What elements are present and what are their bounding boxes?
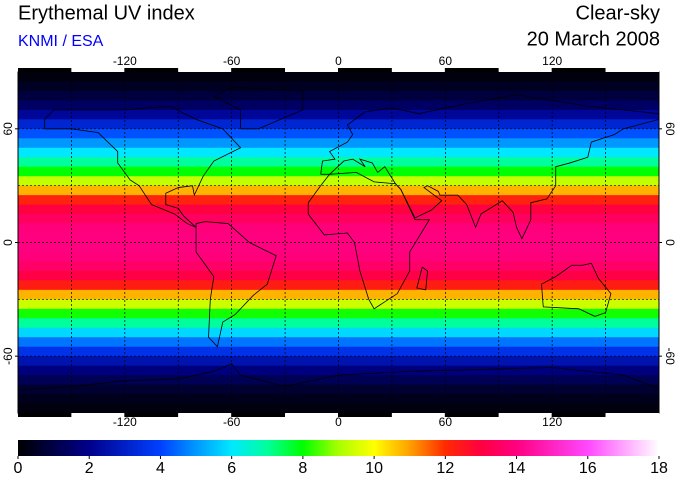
uv-band: [18, 337, 659, 348]
coastline: [320, 94, 660, 240]
uv-band: [18, 90, 659, 102]
lat-label-right: -60: [663, 347, 677, 365]
colorbar: 0 2 4 6 8 10 12 14 16 18: [14, 440, 668, 477]
coastline: [44, 105, 242, 228]
axis-labels: -120 -120 -60 -60 0 0 60 60 120 120 -60 -60 0 0 60 60: [1, 54, 677, 429]
title: Erythemal UV index: [18, 2, 195, 24]
uv-band: [18, 346, 659, 357]
lat-label-right: 60: [663, 122, 677, 136]
coastline: [416, 266, 428, 291]
uv-band: [18, 81, 659, 92]
lon-label-bottom: 120: [542, 415, 562, 429]
uv-band: [18, 166, 659, 177]
date: 20 March 2008: [527, 28, 660, 50]
colorbar-label: 8: [298, 460, 307, 477]
colorbar-label: 10: [365, 460, 383, 477]
uv-band: [18, 185, 659, 196]
coastline: [195, 221, 277, 348]
lon-label-top: 0: [335, 54, 342, 68]
coastline: [307, 171, 431, 310]
uv-band: [18, 270, 659, 281]
uv-band: [18, 109, 659, 120]
colorbar-label: 14: [508, 460, 526, 477]
lon-label-bottom: 60: [439, 415, 453, 429]
lon-label-bottom: -120: [113, 415, 137, 429]
uv-band: [18, 233, 659, 244]
colorbar-label: 18: [650, 460, 668, 477]
graticule: [18, 72, 659, 413]
lon-label-bottom: 0: [335, 415, 342, 429]
lat-label-left: 60: [1, 122, 15, 136]
uv-band: [18, 365, 659, 376]
lat-label-left: -60: [1, 347, 15, 365]
colorbar-label: 4: [156, 460, 165, 477]
lat-label-right: 0: [663, 239, 677, 246]
lat-label-left: 0: [1, 239, 15, 246]
coastline: [212, 86, 304, 130]
colorbar-label: 6: [227, 460, 236, 477]
uv-band: [18, 242, 659, 253]
condition: Clear-sky: [576, 2, 660, 24]
uv-band: [18, 157, 659, 168]
coastline: [17, 363, 660, 391]
uv-band: [18, 394, 659, 405]
lon-label-top: -120: [113, 54, 137, 68]
lon-label-top: -60: [223, 54, 241, 68]
uv-band: [18, 261, 659, 272]
coastlines: [17, 86, 660, 391]
uv-band: [18, 289, 659, 300]
coastline: [541, 262, 612, 317]
colorbar-label: 12: [436, 460, 454, 477]
colorbar-label: 0: [14, 460, 23, 477]
uv-band: [18, 318, 659, 329]
uv-band: [18, 138, 659, 149]
lon-label-top: 60: [439, 54, 453, 68]
colorbar-label: 2: [85, 460, 94, 477]
uv-band: [18, 214, 659, 225]
source: KNMI / ESA: [18, 33, 104, 50]
lon-label-bottom: -60: [223, 415, 241, 429]
lon-label-top: 120: [542, 54, 562, 68]
colorbar-bar: [18, 440, 659, 456]
colorbar-label: 16: [579, 460, 597, 477]
